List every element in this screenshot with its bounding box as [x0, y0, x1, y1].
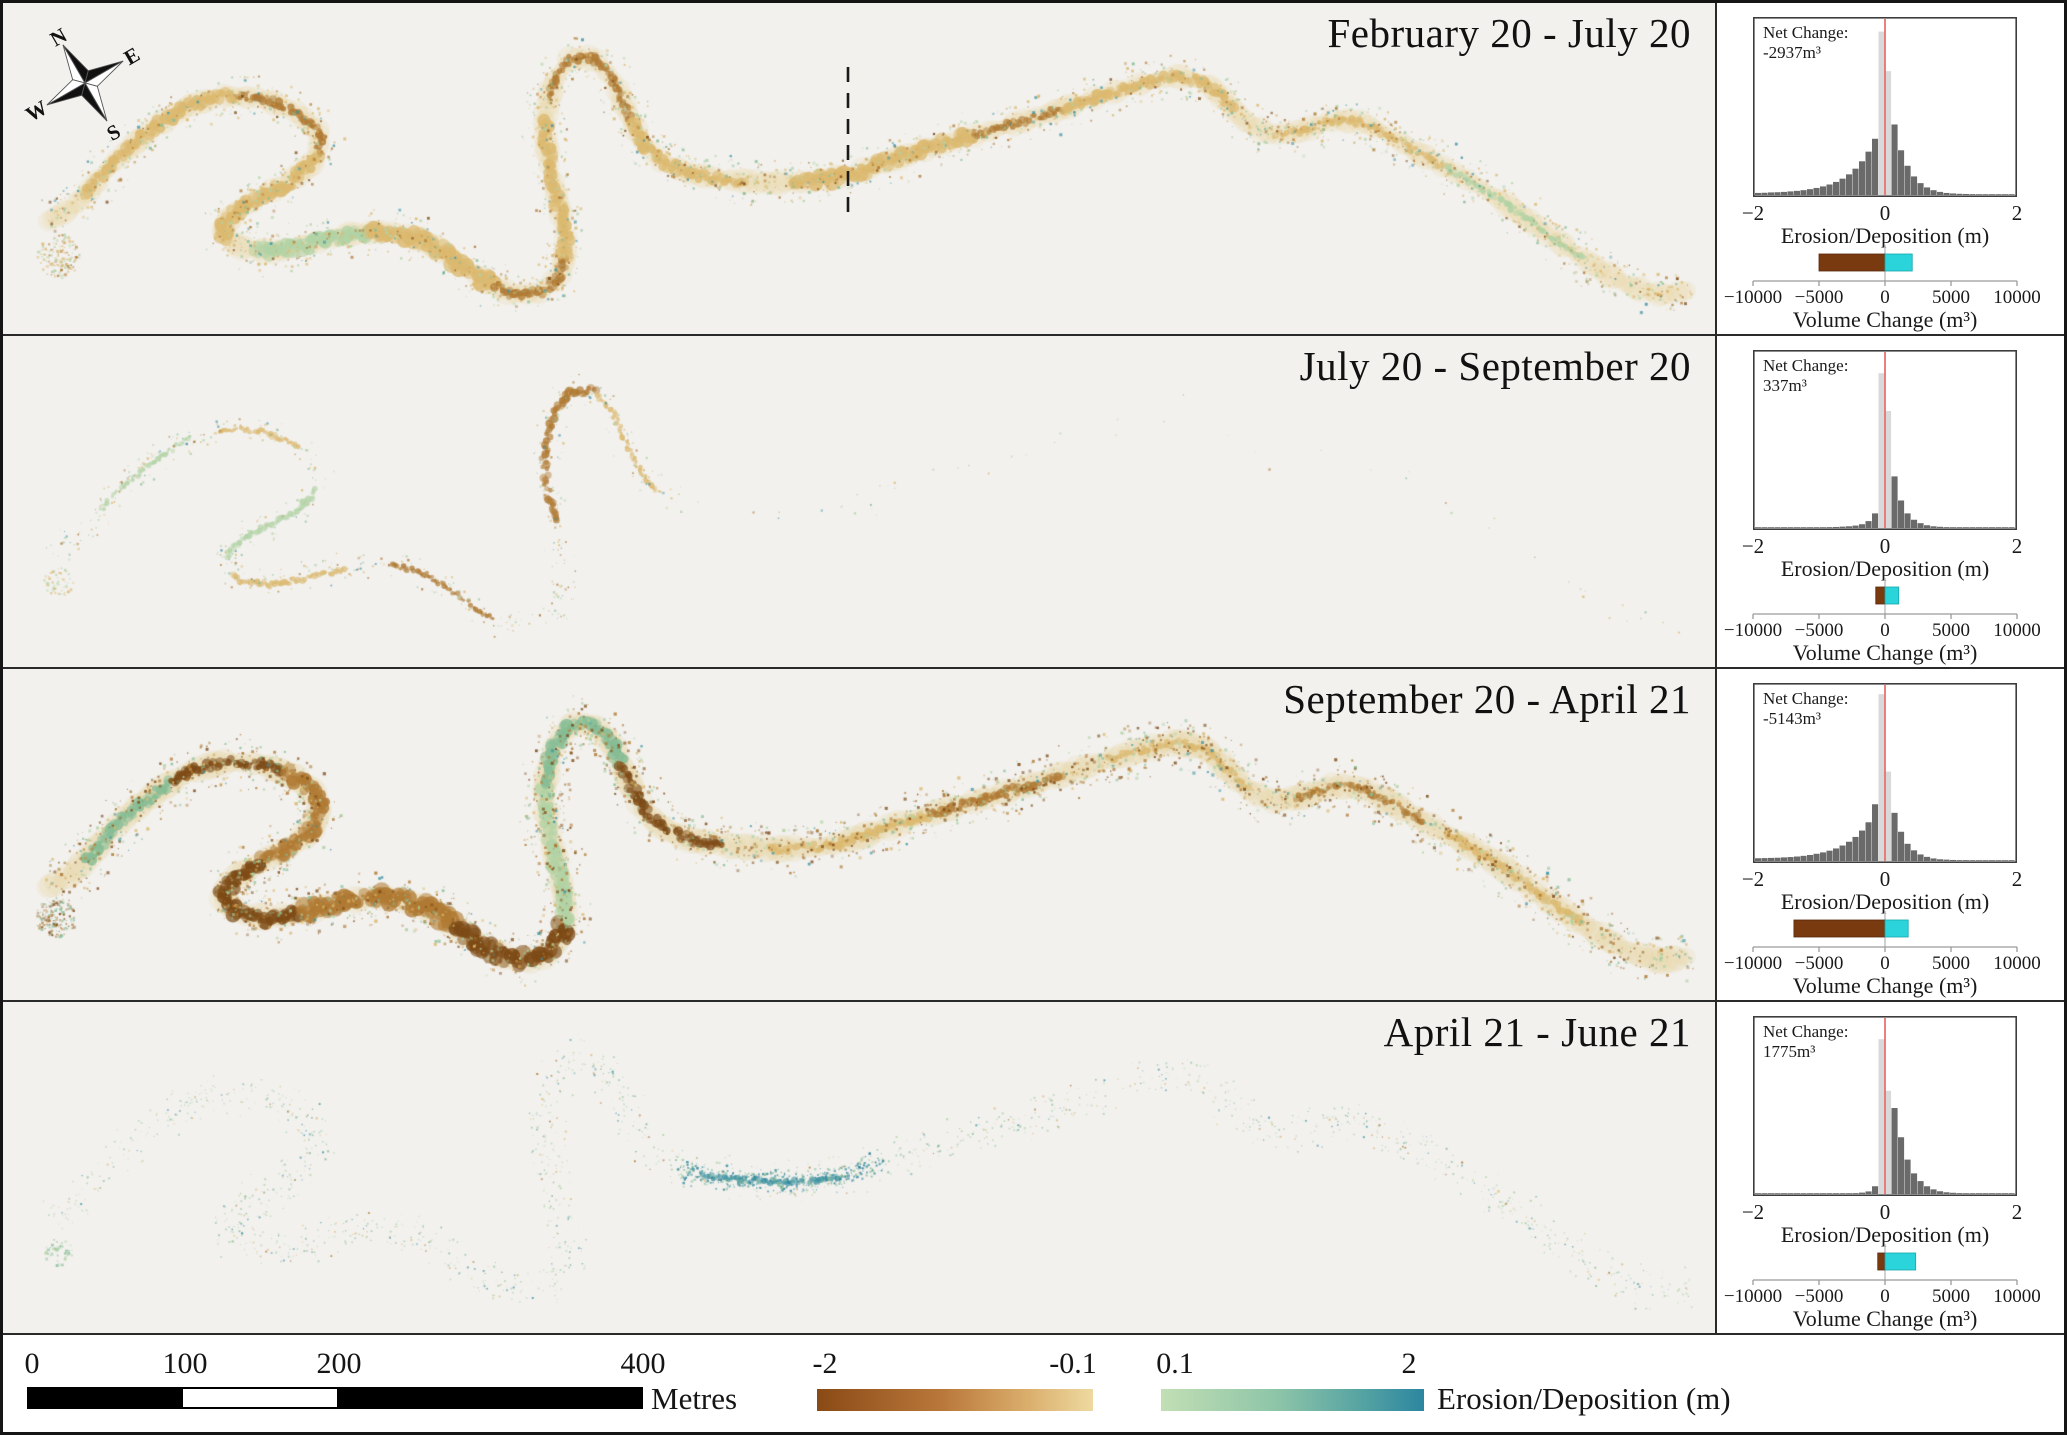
- net-change-label: Net Change:: [1763, 689, 1849, 708]
- vol-tick: −10000: [1723, 953, 1783, 974]
- vol-tick: 5000: [1932, 1286, 1970, 1307]
- vol-tick: 0: [1880, 953, 1890, 974]
- hist-tick: 2: [2011, 867, 2023, 891]
- net-change-annotation: Net Change: -2937m³: [1763, 23, 1848, 64]
- panel-sep20-apr21: September 20 - April 21 Net Change: -514…: [3, 669, 2064, 1002]
- river-dod-raster: [3, 669, 1715, 1000]
- vol-tick: −10000: [1723, 287, 1783, 308]
- vol-tick: 0: [1880, 1286, 1890, 1307]
- net-change-annotation: Net Change: -5143m³: [1763, 689, 1848, 730]
- river-dod-raster: [3, 1002, 1715, 1333]
- panel-title: September 20 - April 21: [1283, 676, 1691, 722]
- scale-bar: [27, 1387, 643, 1409]
- hist-tick: 0: [1879, 867, 1891, 891]
- net-change-annotation: Net Change: 337m³: [1763, 356, 1848, 397]
- vol-tick: −10000: [1723, 1286, 1783, 1307]
- hist-tick: −2: [1741, 867, 1765, 891]
- net-change-label: Net Change:: [1763, 356, 1849, 375]
- net-change-label: Net Change:: [1763, 1022, 1849, 1041]
- panel-title: July 20 - September 20: [1299, 343, 1691, 389]
- deposition-ramp-min-label: 0.1: [1156, 1347, 1194, 1380]
- legend-row: 0 100 200 400 Metres -2 -0.1 0.1 2 Erosi…: [3, 1335, 2064, 1432]
- dod-map-apr21-jun21: April 21 - June 21: [3, 1002, 1717, 1333]
- river-dod-raster: [3, 3, 1715, 334]
- vol-tick: 0: [1880, 287, 1890, 308]
- hist-tick: 0: [1879, 534, 1891, 558]
- dod-map-jul20-sep20: July 20 - September 20: [3, 336, 1717, 667]
- panel-title: April 21 - June 21: [1383, 1009, 1691, 1055]
- vol-xlabel: Volume Change (m³): [1792, 640, 1978, 665]
- hist-xlabel: Erosion/Deposition (m): [1780, 889, 1990, 914]
- vol-tick: 5000: [1932, 287, 1970, 308]
- scalebar-unit: Metres: [651, 1381, 738, 1416]
- vol-tick: 5000: [1932, 620, 1970, 641]
- panel-jul20-sep20: July 20 - September 20 Net Change: 337m³…: [3, 336, 2064, 669]
- net-change-value: -5143m³: [1763, 709, 1821, 729]
- panel-apr21-jun21: April 21 - June 21 Net Change: 1775m³ −2…: [3, 1002, 2064, 1335]
- scale-bar-white-segment: [183, 1389, 337, 1407]
- vol-tick: 0: [1880, 620, 1890, 641]
- hist-tick: 2: [2011, 1200, 2023, 1224]
- deposition-ramp-max-label: 2: [1401, 1347, 1417, 1380]
- panel-title: February 20 - July 20: [1327, 10, 1691, 56]
- scalebar-tick: 0: [24, 1347, 40, 1380]
- vol-xlabel: Volume Change (m³): [1792, 307, 1978, 332]
- histogram-box: [1753, 683, 2017, 863]
- erosion-color-ramp: [817, 1389, 1093, 1411]
- vol-tick: −5000: [1794, 1286, 1844, 1307]
- net-change-annotation: Net Change: 1775m³: [1763, 1022, 1848, 1063]
- net-change-value: 1775m³: [1763, 1042, 1816, 1062]
- vol-tick: −5000: [1794, 620, 1844, 641]
- erosion-ramp-min-label: -2: [812, 1347, 838, 1380]
- vol-tick: 10000: [1993, 953, 2041, 974]
- dod-map-sep20-apr21: September 20 - April 21: [3, 669, 1717, 1000]
- hist-xlabel: Erosion/Deposition (m): [1780, 556, 1990, 581]
- hist-xlabel: Erosion/Deposition (m): [1780, 1222, 1990, 1247]
- hist-tick: 2: [2011, 201, 2023, 225]
- hist-tick: −2: [1741, 534, 1765, 558]
- erosion-ramp-max-label: -0.1: [1049, 1347, 1097, 1380]
- scalebar-tick: 400: [620, 1347, 666, 1380]
- histogram-box: [1753, 1016, 2017, 1196]
- vol-tick: 10000: [1993, 287, 2041, 308]
- net-change-value: -2937m³: [1763, 43, 1821, 63]
- hist-tick: −2: [1741, 201, 1765, 225]
- vol-tick: 10000: [1993, 1286, 2041, 1307]
- river-dod-raster: [3, 336, 1715, 667]
- vol-xlabel: Volume Change (m³): [1792, 1306, 1978, 1331]
- net-change-label: Net Change:: [1763, 23, 1849, 42]
- panel-stats-feb20-jul20: Net Change: -2937m³ −2 0 2 Erosion/Depos…: [1717, 3, 2064, 334]
- hist-tick: 0: [1879, 1200, 1891, 1224]
- vol-tick: 10000: [1993, 620, 2041, 641]
- hist-tick: −2: [1741, 1200, 1765, 1224]
- dod-map-feb20-jul20: N E S W February 20 - July 20: [3, 3, 1717, 334]
- net-change-value: 337m³: [1763, 376, 1807, 396]
- vol-xlabel: Volume Change (m³): [1792, 973, 1978, 998]
- histogram-box: [1753, 17, 2017, 197]
- legend-title: Erosion/Deposition (m): [1437, 1381, 1731, 1416]
- panel-feb20-jul20: N E S W February 20 - July 20 Net Change…: [3, 3, 2064, 336]
- hist-tick: 0: [1879, 201, 1891, 225]
- hist-xlabel: Erosion/Deposition (m): [1780, 223, 1990, 248]
- hist-tick: 2: [2011, 534, 2023, 558]
- vol-tick: −5000: [1794, 953, 1844, 974]
- histogram-box: [1753, 350, 2017, 530]
- vol-tick: 5000: [1932, 953, 1970, 974]
- scalebar-tick: 100: [162, 1347, 208, 1380]
- panel-stats-jul20-sep20: Net Change: 337m³ −2 0 2 Erosion/Deposit…: [1717, 336, 2064, 667]
- panel-stats-sep20-apr21: Net Change: -5143m³ −2 0 2 Erosion/Depos…: [1717, 669, 2064, 1000]
- vol-tick: −5000: [1794, 287, 1844, 308]
- deposition-color-ramp: [1161, 1389, 1424, 1411]
- vol-tick: −10000: [1723, 620, 1783, 641]
- panel-stats-apr21-jun21: Net Change: 1775m³ −2 0 2 Erosion/Deposi…: [1717, 1002, 2064, 1333]
- scalebar-tick: 200: [316, 1347, 362, 1380]
